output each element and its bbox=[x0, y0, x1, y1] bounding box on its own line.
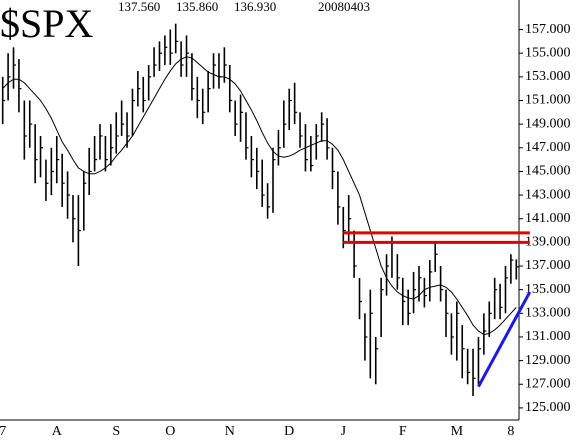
x-tick-label: A bbox=[52, 424, 63, 439]
header-value: 137.560 bbox=[118, 0, 160, 14]
y-tick-label: 151.000 bbox=[525, 93, 571, 108]
x-tick-label: D bbox=[284, 424, 294, 439]
y-tick-label: 145.000 bbox=[525, 164, 571, 179]
x-tick-label: 7 bbox=[0, 424, 6, 439]
y-tick-label: 153.000 bbox=[525, 69, 571, 84]
x-tick-label: S bbox=[112, 424, 120, 439]
x-tick-label: F bbox=[399, 424, 407, 439]
y-tick-label: 147.000 bbox=[525, 140, 571, 155]
y-tick-label: 143.000 bbox=[525, 187, 571, 202]
header-value: 135.860 bbox=[176, 0, 218, 14]
y-tick-label: 149.000 bbox=[525, 116, 571, 131]
y-tick-label: 131.000 bbox=[525, 329, 571, 344]
y-tick-label: 137.000 bbox=[525, 258, 571, 273]
y-tick-label: 139.000 bbox=[525, 235, 571, 250]
header-date: 20080403 bbox=[318, 0, 370, 14]
y-tick-label: 141.000 bbox=[525, 211, 571, 226]
y-tick-label: 157.000 bbox=[525, 22, 571, 37]
y-tick-label: 155.000 bbox=[525, 45, 571, 60]
x-tick-label: O bbox=[165, 424, 175, 439]
y-tick-label: 125.000 bbox=[525, 400, 571, 415]
x-tick-label: M bbox=[451, 424, 464, 439]
y-tick-label: 129.000 bbox=[525, 353, 571, 368]
trendline bbox=[477, 291, 532, 388]
y-tick-label: 133.000 bbox=[525, 306, 571, 321]
header-value: 136.930 bbox=[234, 0, 276, 14]
x-tick-label: J bbox=[341, 424, 347, 439]
moving-average bbox=[2, 56, 517, 336]
x-tick-label: N bbox=[225, 424, 235, 439]
chart-title: $SPX bbox=[0, 1, 93, 46]
x-tick-label: 8 bbox=[507, 424, 514, 439]
y-tick-label: 127.000 bbox=[525, 376, 571, 391]
y-tick-label: 135.000 bbox=[525, 282, 571, 297]
